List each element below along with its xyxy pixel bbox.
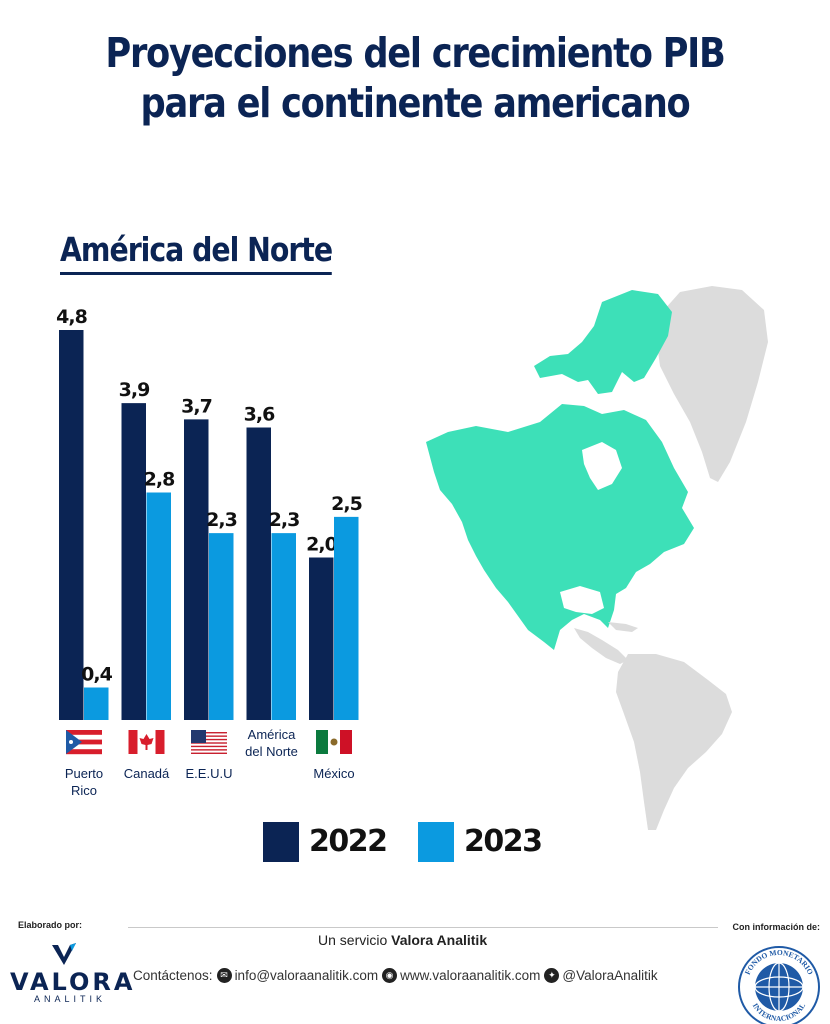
- category-label-puerto-rico: Puerto Rico: [65, 766, 103, 798]
- category-label-mexico: México: [313, 766, 354, 781]
- bar-puerto-rico-2023: [84, 687, 109, 720]
- title-line-2: para el continente americano: [140, 79, 691, 127]
- chart-legend: 2022 2023: [263, 822, 583, 866]
- service-prefix: Un servicio: [318, 932, 392, 948]
- value-label-america-del-norte-2022: 3,6: [244, 404, 275, 426]
- map-south-america: [616, 654, 732, 830]
- map-arctic-islands: [534, 290, 672, 394]
- americas-map: [426, 286, 768, 830]
- service-brand: Valora Analitik: [391, 932, 488, 948]
- valora-logo-subtext: ANALITIK: [34, 994, 107, 1004]
- value-label-canada-2023: 2,8: [144, 469, 175, 491]
- value-label-e-e-u-u-2022: 3,7: [181, 395, 212, 417]
- bar-chart: 4,8 0,4 Puerto Rico 3,9 2,8 Canadá 3,7 2,3 E.E.U.…: [56, 306, 363, 798]
- category-label-e-e-u-u: E.E.U.U: [186, 766, 233, 781]
- service-line: Un servicio Valora Analitik: [318, 932, 487, 948]
- page-title: Proyecciones del crecimiento PIB para el…: [58, 28, 772, 128]
- usa-flag-icon: [191, 730, 227, 754]
- valora-logo-text: VALORA: [10, 968, 136, 996]
- bar-mexico-2022: [309, 557, 334, 720]
- map-hudson-bay: [582, 442, 622, 490]
- title-line-1: Proyecciones del crecimiento PIB: [105, 29, 726, 77]
- bar-america-del-norte-2022: [246, 427, 271, 720]
- bar-puerto-rico-2022: [59, 330, 84, 720]
- category-label-america-del-norte: América del Norte: [245, 727, 298, 759]
- legend-label-2023: 2023: [464, 824, 543, 859]
- contact-twitter[interactable]: @ValoraAnalitik: [562, 968, 658, 983]
- bar-canada-2022: [121, 403, 146, 720]
- contact-email[interactable]: info@valoraanalitik.com: [234, 968, 379, 983]
- value-label-puerto-rico-2023: 0,4: [81, 664, 112, 686]
- map-north-america: [426, 404, 694, 650]
- imf-seal-icon: FONDO MONETARIO INTERNACIONAL: [738, 946, 820, 1024]
- twitter-icon: ✦: [544, 968, 560, 983]
- value-label-e-e-u-u-2023: 2,3: [206, 509, 237, 531]
- map-caribbean: [608, 622, 638, 632]
- email-icon: ✉: [216, 968, 232, 983]
- legend-swatch-2022: [263, 822, 299, 862]
- mexico-flag-icon: [316, 730, 352, 754]
- legend-swatch-2023: [418, 822, 454, 862]
- legend-label-2022: 2022: [309, 824, 388, 859]
- map-gulf: [560, 586, 604, 614]
- value-label-mexico-2022: 2,0: [306, 534, 337, 556]
- value-label-america-del-norte-2023: 2,3: [269, 509, 300, 531]
- con-info-label: Con información de:: [732, 922, 821, 932]
- valora-logo-icon: [52, 943, 76, 965]
- elaborado-label: Elaborado por:: [18, 920, 83, 930]
- contact-line: Contáctenos: ✉ info@valoraanalitik.com ◉…: [133, 968, 658, 983]
- bar-e-e-u-u-2023: [209, 533, 234, 720]
- web-icon: ◉: [382, 968, 398, 983]
- value-label-puerto-rico-2022: 4,8: [56, 306, 87, 328]
- canada-flag-icon: [128, 730, 165, 754]
- chart-subtitle: América del Norte: [60, 228, 333, 275]
- value-label-canada-2022: 3,9: [119, 379, 150, 401]
- bar-e-e-u-u-2022: [184, 419, 209, 720]
- contact-label: Contáctenos:: [133, 968, 213, 983]
- category-label-canada: Canadá: [124, 766, 170, 781]
- value-label-mexico-2023: 2,5: [331, 493, 362, 515]
- bar-america-del-norte-2023: [271, 533, 296, 720]
- bar-canada-2023: [146, 492, 171, 720]
- puerto-rico-flag-icon: [66, 730, 102, 755]
- contact-website[interactable]: www.valoraanalitik.com: [400, 968, 541, 983]
- footer-divider: [128, 927, 718, 928]
- bar-mexico-2023: [334, 516, 359, 720]
- map-central-america: [574, 628, 628, 664]
- map-greenland: [656, 286, 768, 482]
